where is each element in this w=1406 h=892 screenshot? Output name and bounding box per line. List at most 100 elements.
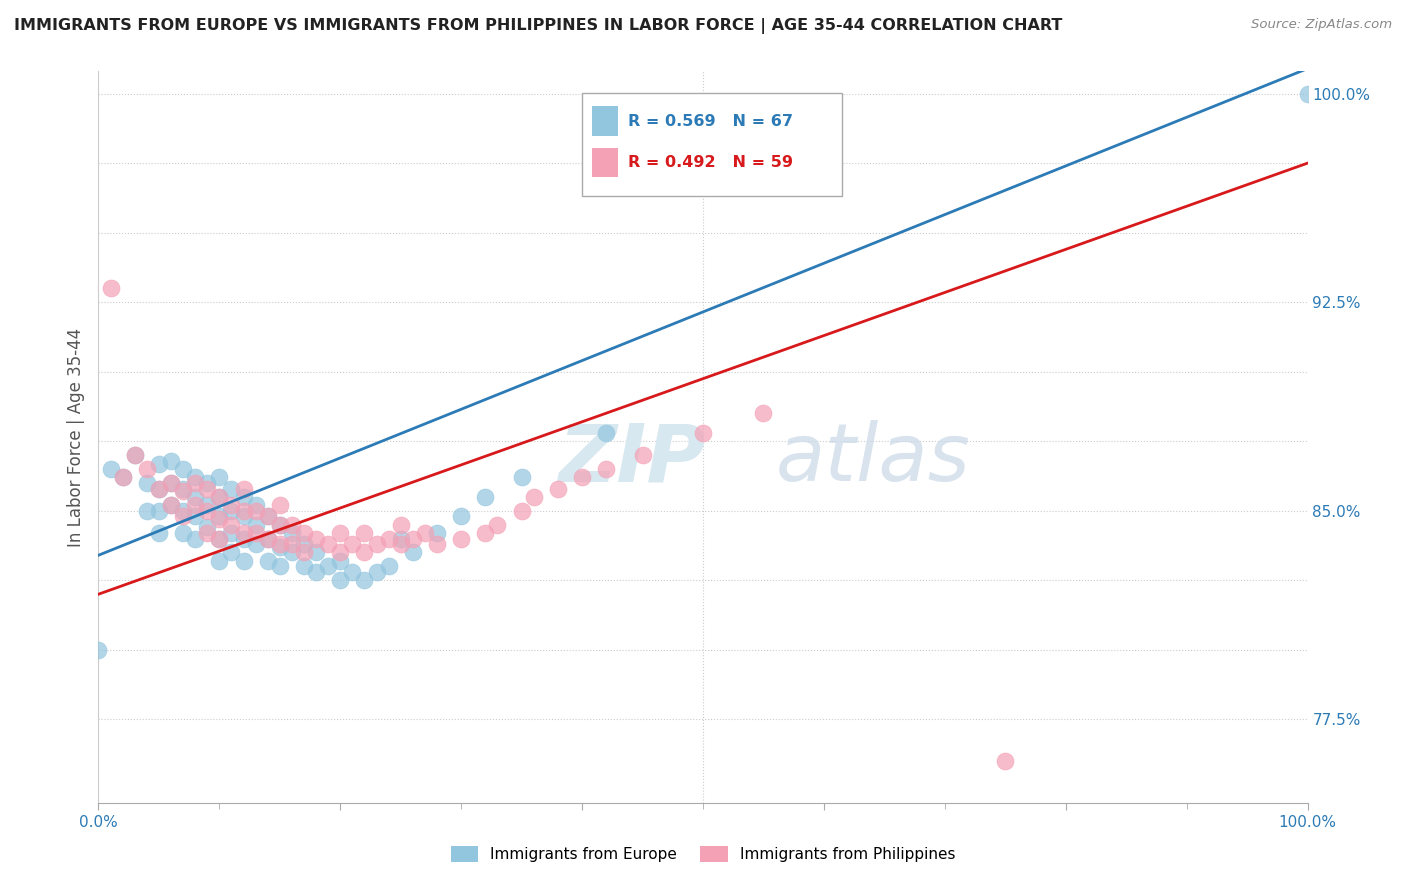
Point: [256, 509, 278, 524]
Point: [474, 526, 496, 541]
Point: [87, 643, 110, 657]
Point: [245, 504, 267, 518]
Point: [160, 454, 183, 468]
Point: [547, 482, 569, 496]
Point: [195, 504, 218, 518]
Bar: [592, 148, 619, 178]
Point: [329, 574, 352, 588]
Text: ZIP: ZIP: [558, 420, 706, 498]
Point: [366, 565, 388, 579]
Point: [269, 559, 291, 574]
Point: [316, 537, 339, 551]
Point: [486, 517, 509, 532]
Point: [353, 545, 375, 559]
Point: [124, 448, 146, 462]
Point: [631, 448, 654, 462]
Point: [256, 509, 278, 524]
Point: [281, 545, 304, 559]
Point: [389, 517, 412, 532]
Point: [752, 406, 775, 420]
Point: [994, 754, 1017, 768]
Point: [474, 490, 496, 504]
Point: [269, 517, 291, 532]
Point: [111, 470, 134, 484]
Point: [281, 537, 304, 551]
Text: IMMIGRANTS FROM EUROPE VS IMMIGRANTS FROM PHILIPPINES IN LABOR FORCE | AGE 35-44: IMMIGRANTS FROM EUROPE VS IMMIGRANTS FRO…: [14, 18, 1063, 34]
Point: [256, 532, 278, 546]
Point: [329, 554, 352, 568]
Point: [184, 532, 207, 546]
Point: [232, 554, 254, 568]
Text: R = 0.492   N = 59: R = 0.492 N = 59: [628, 155, 793, 170]
Point: [208, 532, 231, 546]
Point: [172, 462, 194, 476]
Point: [195, 520, 218, 534]
Point: [353, 574, 375, 588]
Point: [595, 462, 617, 476]
Point: [413, 526, 436, 541]
Point: [208, 490, 231, 504]
Point: [148, 526, 170, 541]
Point: [184, 490, 207, 504]
Point: [232, 532, 254, 546]
Point: [342, 537, 364, 551]
Point: [232, 526, 254, 541]
Point: [305, 565, 328, 579]
Point: [208, 490, 231, 504]
Point: [232, 482, 254, 496]
Legend: Immigrants from Europe, Immigrants from Philippines: Immigrants from Europe, Immigrants from …: [444, 840, 962, 868]
Point: [221, 517, 243, 532]
Point: [353, 526, 375, 541]
Point: [208, 532, 231, 546]
Point: [245, 537, 267, 551]
FancyBboxPatch shape: [582, 94, 842, 195]
Point: [221, 482, 243, 496]
Point: [292, 559, 315, 574]
Text: R = 0.569   N = 67: R = 0.569 N = 67: [628, 113, 793, 128]
Point: [100, 281, 122, 295]
Point: [221, 526, 243, 541]
Point: [221, 504, 243, 518]
Point: [111, 470, 134, 484]
Point: [571, 470, 593, 484]
Point: [269, 498, 291, 512]
Point: [595, 425, 617, 440]
Point: [426, 526, 449, 541]
Point: [281, 526, 304, 541]
Point: [256, 532, 278, 546]
Point: [1296, 87, 1319, 101]
Point: [172, 482, 194, 496]
Point: [221, 545, 243, 559]
Point: [281, 517, 304, 532]
Point: [377, 532, 399, 546]
Point: [208, 470, 231, 484]
Point: [245, 498, 267, 512]
Point: [172, 526, 194, 541]
Point: [269, 540, 291, 554]
Point: [221, 498, 243, 512]
Point: [426, 537, 449, 551]
Point: [135, 504, 157, 518]
Point: [692, 425, 714, 440]
Point: [305, 545, 328, 559]
Point: [510, 504, 533, 518]
Point: [377, 559, 399, 574]
Point: [232, 509, 254, 524]
Point: [402, 532, 425, 546]
Y-axis label: In Labor Force | Age 35-44: In Labor Force | Age 35-44: [66, 327, 84, 547]
Text: Source: ZipAtlas.com: Source: ZipAtlas.com: [1251, 18, 1392, 31]
Point: [148, 482, 170, 496]
Point: [402, 545, 425, 559]
Point: [195, 482, 218, 496]
Point: [292, 545, 315, 559]
Point: [208, 509, 231, 524]
Point: [160, 475, 183, 490]
Point: [160, 498, 183, 512]
Point: [160, 498, 183, 512]
Point: [195, 498, 218, 512]
Point: [232, 504, 254, 518]
Point: [256, 554, 278, 568]
Point: [292, 526, 315, 541]
Point: [208, 512, 231, 526]
Bar: [592, 106, 619, 136]
